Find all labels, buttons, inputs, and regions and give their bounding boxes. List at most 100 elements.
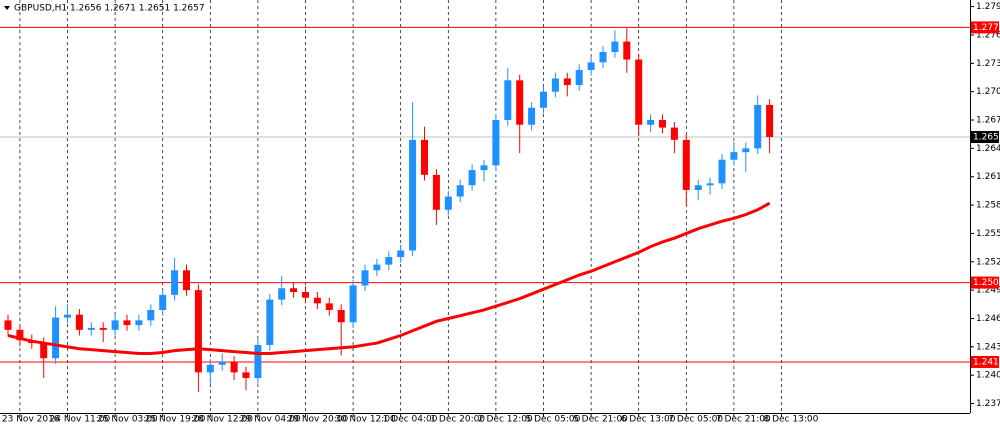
candle-body [75,314,83,330]
candle-body [194,290,202,373]
y-tick-label: 1.2645 [976,144,1000,154]
candle-body [623,41,631,60]
candle-body [563,78,571,86]
x-tick-label: 5 Dec 05:00 [526,415,581,424]
candle-body [599,51,607,63]
y-tick-label: 1.2525 [976,257,1000,267]
candle-body [421,139,428,175]
candle-body [397,250,405,258]
candle-body [123,320,131,326]
y-tick-label: 1.2435 [976,342,1000,352]
y-tick-label: 1.2375 [976,399,1000,409]
candle-body [647,120,655,125]
candle-body [16,329,24,341]
candle-body [635,59,643,125]
candle-body [111,320,119,330]
candle-body [99,327,107,330]
candle-body [468,170,476,186]
level-label: 1.2419 [973,357,1000,367]
y-tick-label: 1.2675 [976,116,1000,126]
candle-body [718,159,726,184]
candle-body [754,104,762,149]
candle-body [682,139,690,190]
candle-body [218,361,226,365]
y-tick-label: 1.2765 [976,30,1000,40]
candle-body [171,270,179,295]
candle-body [254,344,262,379]
candle-body [278,288,286,300]
y-tick-label: 1.2555 [976,229,1000,239]
candle-body [456,185,464,197]
x-tick-label: 1 Dec 04:00 [383,415,438,424]
x-tick-label: 7 Dec 21:00 [716,415,771,424]
candle-body [230,361,238,373]
level-label-box [971,355,999,368]
y-tick-label: 1.2585 [976,201,1000,211]
y-tick-label: 1.2615 [976,172,1000,182]
candle-body [64,314,71,318]
x-tick-label: 24 Nov 11:00 [50,415,111,424]
x-tick-label: 30 Nov 12:00 [335,415,396,424]
x-tick-label: 29 Nov 20:00 [288,415,349,424]
candle-body [766,104,774,138]
candle-body [730,152,738,160]
x-tick-label: 23 Nov 2016 [2,415,60,424]
x-tick-label: 6 Dec 13:00 [621,415,676,424]
candle-body [266,299,274,345]
candle-body [694,185,702,190]
x-tick-label: 2 Dec 12:00 [478,415,533,424]
x-tick-label: 25 Nov 03:00 [97,415,158,424]
x-tick-label: 7 Dec 05:00 [668,415,723,424]
candle-body [504,80,512,121]
candle-body [575,69,583,86]
candle-body [242,372,250,379]
candle-body [206,364,214,373]
candle-body [742,148,750,153]
candle-body [659,120,666,128]
candle-body [183,270,190,291]
candle-body [40,343,48,359]
x-tick-label: 8 Dec 13:00 [764,415,819,424]
moving-average [7,201,771,355]
candle-body [4,320,12,330]
x-tick-label: 5 Dec 21:00 [573,415,628,424]
level-label: 1.2503 [973,278,1000,288]
candle-body [551,78,559,92]
candle-body [87,327,95,330]
candle-body [302,292,309,298]
y-tick-label: 1.2495 [976,286,1000,296]
y-tick-label: 1.2735 [976,59,1000,69]
candle-body [337,309,345,323]
candle-body [706,183,714,186]
candle-body [409,139,417,251]
level-label-box [971,276,999,289]
candle-body [349,285,357,323]
candle-body [540,91,547,108]
candle-body [432,174,440,210]
candle-body [670,127,678,140]
chart-title: GBPUSD,H1 1.2656 1.2671 1.2651 1.2657 [14,4,205,14]
menu-arrow[interactable] [4,6,10,10]
candle-body [611,41,619,52]
candle-body [325,303,333,310]
x-tick-label: 28 Nov 12:00 [192,415,253,424]
level-label-box [971,21,999,34]
candle-body [147,309,155,321]
y-tick-label: 1.2705 [976,87,1000,97]
candle-body [480,165,488,171]
candle-body [587,62,595,70]
candle-body [135,320,143,326]
candle-body [313,297,321,304]
y-tick-label: 1.2465 [976,314,1000,324]
candle-body [444,196,452,210]
candle-body [385,257,393,265]
level-label: 1.2773 [973,23,1000,33]
candle-body [361,270,369,286]
x-tick-label: 1 Dec 20:00 [430,415,485,424]
candle-body [52,317,60,359]
candle-body [492,120,500,166]
bid-label: 1.2657 [973,133,1000,143]
candle-body [159,294,167,310]
x-tick-label: 29 Nov 04:00 [240,415,301,424]
